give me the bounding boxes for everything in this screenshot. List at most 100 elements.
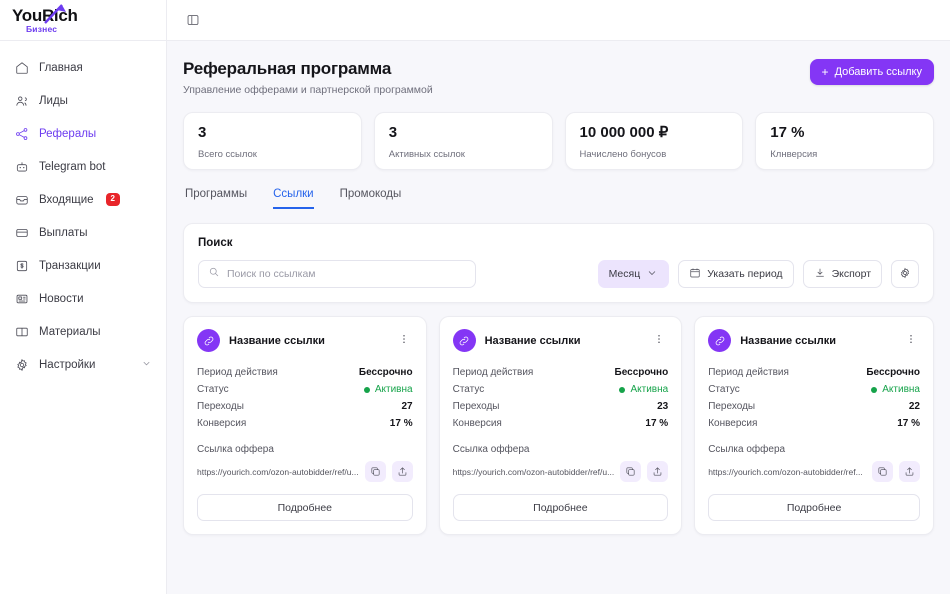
stat-value: 10 000 000 ₽ <box>579 124 669 141</box>
stat-value: Бессрочно <box>866 367 920 378</box>
offer-link-row: https://yourich.com/ozon-autobidder/ref.… <box>708 461 920 482</box>
link-card-stats: Период действия Бессрочно Статус Активна… <box>197 364 413 432</box>
offer-link-label: Ссылка оффера <box>708 444 786 455</box>
inbox-icon <box>14 192 29 207</box>
tab-ssylki[interactable]: Ссылки <box>273 188 314 209</box>
details-button[interactable]: Подробнее <box>452 494 669 521</box>
tabs: Программы Ссылки Промокоды <box>183 188 934 209</box>
export-button-label: Экспорт <box>831 268 872 280</box>
copy-icon[interactable] <box>364 461 386 482</box>
stat-value: 3 <box>388 124 398 141</box>
sidebar-item-telegram-bot[interactable]: Telegram bot <box>0 150 166 183</box>
sidebar-item-label: Telegram bot <box>39 160 106 173</box>
sidebar-item-label: Рефералы <box>39 127 97 140</box>
sidebar-item-materialy[interactable]: Материалы <box>0 315 166 348</box>
sidebar-item-vhodyashchie[interactable]: Входящие 2 <box>0 183 166 216</box>
link-card-stat-row: Конверсия 17 % <box>453 415 669 432</box>
link-card-stat-row: Статус Активна <box>708 381 920 398</box>
home-icon <box>14 60 29 75</box>
link-card-title: Название ссылки <box>484 334 581 347</box>
stat-label: Всего ссылок <box>198 148 257 160</box>
search-input[interactable] <box>227 268 466 280</box>
card-icon <box>14 225 29 240</box>
sidebar-item-novosti[interactable]: Новости <box>0 282 166 315</box>
stat-label: Начислено бонусов <box>579 148 667 160</box>
more-options-icon[interactable] <box>650 330 668 352</box>
copy-icon[interactable] <box>620 461 642 482</box>
share-upload-icon[interactable] <box>647 461 669 482</box>
stat-key: Переходы <box>197 401 244 412</box>
link-card-stat-row: Переходы 22 <box>708 398 920 415</box>
sidebar-item-referaly[interactable]: Рефералы <box>0 117 166 150</box>
tab-promokody[interactable]: Промокоды <box>339 188 402 200</box>
sidebar-toggle-icon[interactable] <box>183 10 203 30</box>
stat-label: Клнверсия <box>770 148 818 160</box>
link-card-stat-row: Статус Активна <box>197 381 413 398</box>
link-card-header: Название ссылки <box>452 329 669 352</box>
status-dot-icon <box>871 386 878 393</box>
details-button[interactable]: Подробнее <box>708 494 920 521</box>
stat-card-total-links: 3 Всего ссылок <box>183 112 362 170</box>
search-row: Месяц Указать период <box>198 260 920 288</box>
stat-key: Переходы <box>708 401 756 412</box>
brand-subtitle: Бизнес <box>26 23 58 34</box>
stat-card-bonuses: 10 000 000 ₽ Начислено бонусов <box>564 112 744 170</box>
link-card-stat-row: Период действия Бессрочно <box>453 364 669 381</box>
link-card-stat-row: Переходы 23 <box>453 398 669 415</box>
stat-value: 22 <box>908 401 920 412</box>
share-icon <box>14 126 29 141</box>
stat-key: Конверсия <box>197 418 247 429</box>
sidebar-item-label: Настройки <box>39 358 96 371</box>
sidebar-item-tranzakcii[interactable]: Транзакции <box>0 249 166 282</box>
add-link-button[interactable]: + Добавить ссылку <box>809 59 934 85</box>
sidebar-item-glavnaya[interactable]: Главная <box>0 51 166 84</box>
offer-link-label: Ссылка оффера <box>452 444 530 455</box>
offer-url: https://yourich.com/ozon-autobidder/ref/… <box>452 466 615 477</box>
link-card: Название ссылки Период действия Бессрочн… <box>438 316 683 535</box>
sidebar-item-label: Главная <box>39 61 83 74</box>
brand-logo[interactable]: YouRich Бизнес <box>12 3 78 34</box>
period-select[interactable]: Месяц <box>597 260 670 288</box>
offer-url: https://yourich.com/ozon-autobidder/ref.… <box>708 466 863 477</box>
chevron-down-icon <box>646 267 658 282</box>
chevron-down-icon[interactable] <box>141 358 152 372</box>
settings-button[interactable] <box>891 260 920 288</box>
date-range-button-label: Указать период <box>707 268 783 280</box>
stat-value: Бессрочно <box>358 367 413 378</box>
search-panel-title: Поиск <box>198 237 233 249</box>
tab-programmy[interactable]: Программы <box>185 188 248 200</box>
sidebar-item-vyplaty[interactable]: Выплаты <box>0 216 166 249</box>
link-card-stats: Период действия Бессрочно Статус Активна… <box>453 364 669 432</box>
date-range-button[interactable]: Указать период <box>678 260 794 288</box>
stat-key: Конверсия <box>708 418 758 429</box>
stat-key: Статус <box>708 384 740 395</box>
more-options-icon[interactable] <box>395 330 413 352</box>
link-icon <box>708 329 732 352</box>
link-card-title: Название ссылки <box>740 334 837 347</box>
link-card-stats: Период действия Бессрочно Статус Активна… <box>708 364 920 432</box>
more-options-icon[interactable] <box>902 330 920 352</box>
stat-value: 17 % <box>897 418 920 429</box>
search-field[interactable] <box>198 260 476 288</box>
stat-card-conversion: 17 % Клнверсия <box>755 112 934 170</box>
brand-name: YouRich <box>12 5 78 25</box>
sidebar-item-nastroyki[interactable]: Настройки <box>0 348 166 381</box>
status-dot-icon <box>363 386 370 393</box>
details-button[interactable]: Подробнее <box>197 494 413 521</box>
download-icon <box>814 267 826 282</box>
logo-zone: YouRich Бизнес <box>0 0 166 41</box>
link-card-stat-row: Переходы 27 <box>197 398 413 415</box>
sidebar-item-lidy[interactable]: Лиды <box>0 84 166 117</box>
stat-card-active-links: 3 Активных ссылок <box>373 112 553 170</box>
stat-key: Период действия <box>708 367 789 378</box>
share-upload-icon[interactable] <box>899 461 920 482</box>
offer-link-row: https://yourich.com/ozon-autobidder/ref/… <box>197 461 413 482</box>
period-select-label: Месяц <box>608 268 641 280</box>
link-card-title: Название ссылки <box>229 334 325 347</box>
sidebar-item-label: Лиды <box>39 94 68 107</box>
export-button[interactable]: Экспорт <box>802 260 883 288</box>
sidebar-nav: Главная Лиды Рефералы Telegram bot <box>0 41 166 381</box>
link-cards-row: Название ссылки Период действия Бессрочн… <box>183 316 934 535</box>
share-upload-icon[interactable] <box>391 461 413 482</box>
copy-icon[interactable] <box>872 461 893 482</box>
